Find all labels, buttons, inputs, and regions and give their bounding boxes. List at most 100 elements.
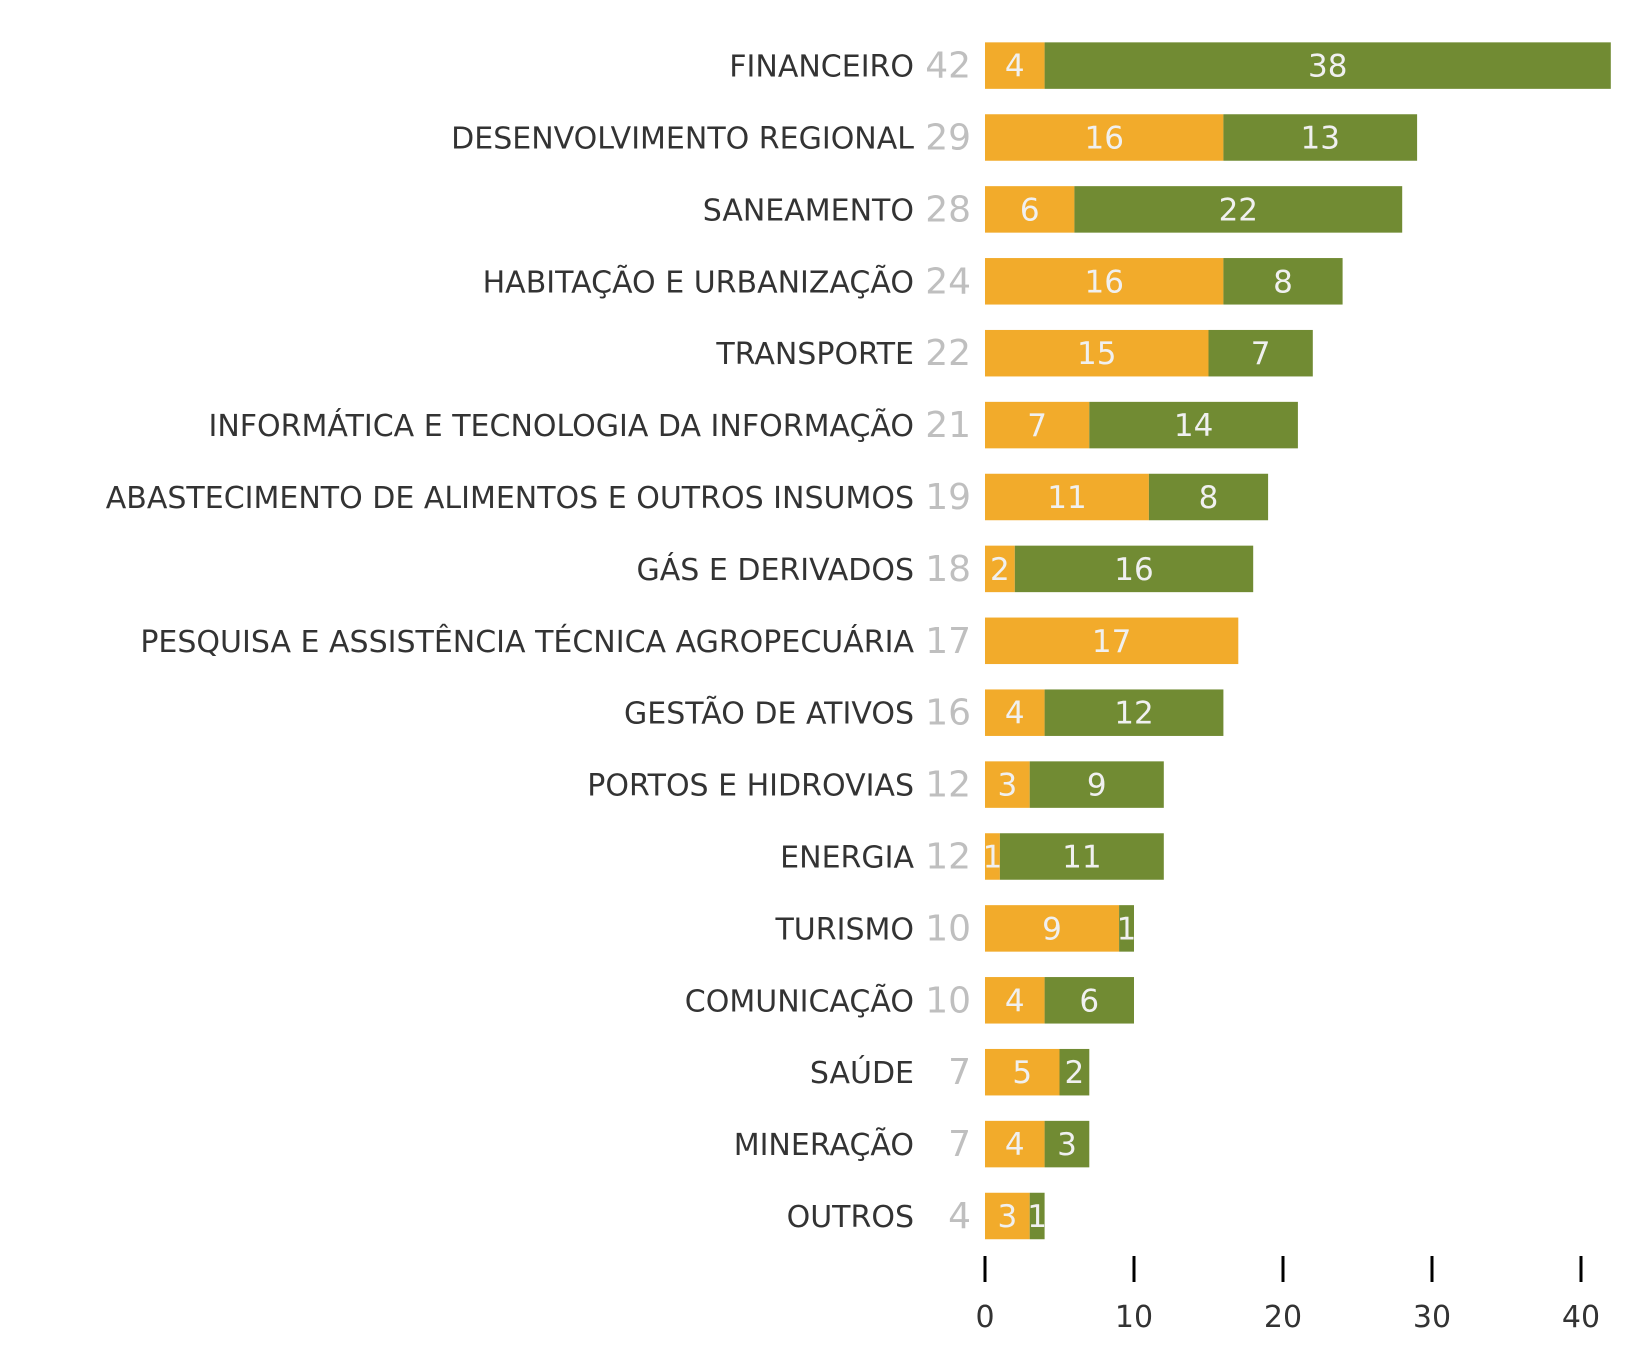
bar-segment: [1044, 689, 1224, 736]
category-label: INFORMÁTICA E TECNOLOGIA DA INFORMAÇÃO: [208, 408, 914, 444]
category-label: TURISMO: [774, 912, 914, 947]
bar-segment: [985, 401, 1090, 449]
bar-value-label: 38: [1308, 49, 1347, 85]
bar-segment: [999, 833, 1164, 880]
category-label: HABITAÇÃO E URBANIZAÇÃO: [483, 264, 914, 300]
bar-segment: [985, 617, 1239, 665]
category-label: OUTROS: [787, 1200, 914, 1235]
bar-segment: [1074, 186, 1403, 233]
bar-segment: [1119, 905, 1134, 952]
total-label: 29: [925, 118, 971, 159]
x-tick-label: 40: [1562, 1300, 1600, 1335]
bar-value-label: 3: [1057, 1127, 1077, 1163]
bar-value-label: 1: [983, 840, 1003, 876]
bar-value-label: 17: [1092, 624, 1131, 660]
category-label: ABASTECIMENTO DE ALIMENTOS E OUTROS INSU…: [106, 481, 914, 516]
bar-value-label: 9: [1087, 768, 1107, 804]
total-label: 18: [925, 549, 971, 590]
total-label: 17: [925, 621, 971, 662]
bar-value-label: 4: [1005, 696, 1025, 732]
category-label: GÁS E DERIVADOS: [637, 552, 914, 588]
category-label: PORTOS E HIDROVIAS: [587, 769, 914, 804]
total-label: 28: [925, 189, 971, 230]
bar-value-label: 15: [1077, 336, 1116, 372]
bar-segment: [1014, 545, 1254, 593]
bar-segment: [1059, 1048, 1090, 1096]
bar-value-label: 16: [1084, 264, 1123, 300]
bar-segment: [985, 833, 1000, 880]
bar-segment: [1044, 977, 1134, 1024]
category-label: GESTÃO DE ATIVOS: [624, 696, 914, 732]
total-label: 22: [925, 333, 971, 374]
bar-value-label: 7: [1251, 336, 1271, 372]
bar-segment: [1029, 1192, 1045, 1240]
bar-value-label: 4: [1005, 49, 1025, 85]
bar-segment: [1029, 761, 1164, 808]
bar-segment: [1223, 114, 1418, 161]
total-label: 10: [925, 908, 971, 949]
bar-segment: [985, 905, 1120, 952]
bar-value-label: 7: [1027, 408, 1047, 444]
bar-value-label: 11: [1062, 840, 1101, 876]
bar-segment: [1089, 401, 1298, 449]
x-tick-label: 20: [1264, 1300, 1302, 1335]
bar-value-label: 3: [997, 768, 1017, 804]
category-label: FINANCEIRO: [729, 50, 914, 85]
total-label: 12: [925, 765, 971, 806]
category-label: MINERAÇÃO: [734, 1127, 914, 1163]
bar-value-label: 5: [1012, 1055, 1032, 1091]
bar-value-label: 16: [1084, 121, 1123, 157]
bar-value-label: 11: [1047, 480, 1086, 516]
category-label: PESQUISA E ASSISTÊNCIA TÉCNICA AGROPECUÁ…: [140, 624, 914, 660]
bar-segment: [985, 473, 1149, 521]
bar-segment: [1044, 1120, 1090, 1168]
bar-value-label: 8: [1273, 264, 1293, 300]
bar-segment: [1044, 42, 1611, 89]
x-tick-label: 10: [1115, 1300, 1153, 1335]
category-label: SANEAMENTO: [703, 193, 914, 228]
bar-value-label: 12: [1114, 696, 1153, 732]
bar-segment: [985, 761, 1030, 808]
total-label: 16: [925, 693, 971, 734]
bar-value-label: 4: [1005, 983, 1025, 1019]
bar-value-label: 1: [1027, 1199, 1047, 1235]
bar-segment: [985, 545, 1015, 593]
total-label: 24: [925, 261, 971, 302]
bar-segment: [985, 258, 1224, 305]
bar-segment: [985, 1048, 1060, 1096]
total-label: 19: [925, 477, 971, 518]
bar-value-label: 13: [1301, 121, 1340, 157]
bar-segment: [985, 114, 1224, 161]
bar-value-label: 6: [1079, 983, 1099, 1019]
bar-segment: [985, 1120, 1045, 1168]
total-label: 10: [925, 980, 971, 1021]
bar-segment: [985, 329, 1209, 377]
bar-segment: [1148, 473, 1269, 521]
total-label: 42: [925, 46, 971, 87]
bar-segment: [1208, 329, 1313, 377]
bar-segment: [985, 186, 1075, 233]
bar-segment: [985, 1192, 1030, 1240]
category-label: TRANSPORTE: [715, 337, 914, 372]
x-tick-label: 30: [1413, 1300, 1451, 1335]
bar-value-label: 6: [1020, 192, 1040, 228]
category-label: COMUNICAÇÃO: [685, 983, 914, 1019]
bar-value-label: 2: [1065, 1055, 1085, 1091]
bar-segment: [985, 42, 1045, 89]
total-label: 21: [925, 405, 971, 446]
total-label: 7: [948, 1124, 971, 1165]
bar-value-label: 14: [1174, 408, 1213, 444]
bar-value-label: 22: [1219, 192, 1258, 228]
x-tick-label: 0: [975, 1300, 994, 1335]
total-label: 12: [925, 837, 971, 878]
bar-value-label: 3: [997, 1199, 1017, 1235]
bar-value-label: 8: [1199, 480, 1219, 516]
bar-segment: [985, 977, 1045, 1024]
total-label: 7: [948, 1052, 971, 1093]
bar-value-label: 16: [1114, 552, 1153, 588]
category-label: ENERGIA: [780, 841, 914, 876]
bar-segment: [1223, 258, 1343, 305]
category-label: SAÚDE: [810, 1054, 914, 1091]
category-label: DESENVOLVIMENTO REGIONAL: [451, 122, 914, 157]
